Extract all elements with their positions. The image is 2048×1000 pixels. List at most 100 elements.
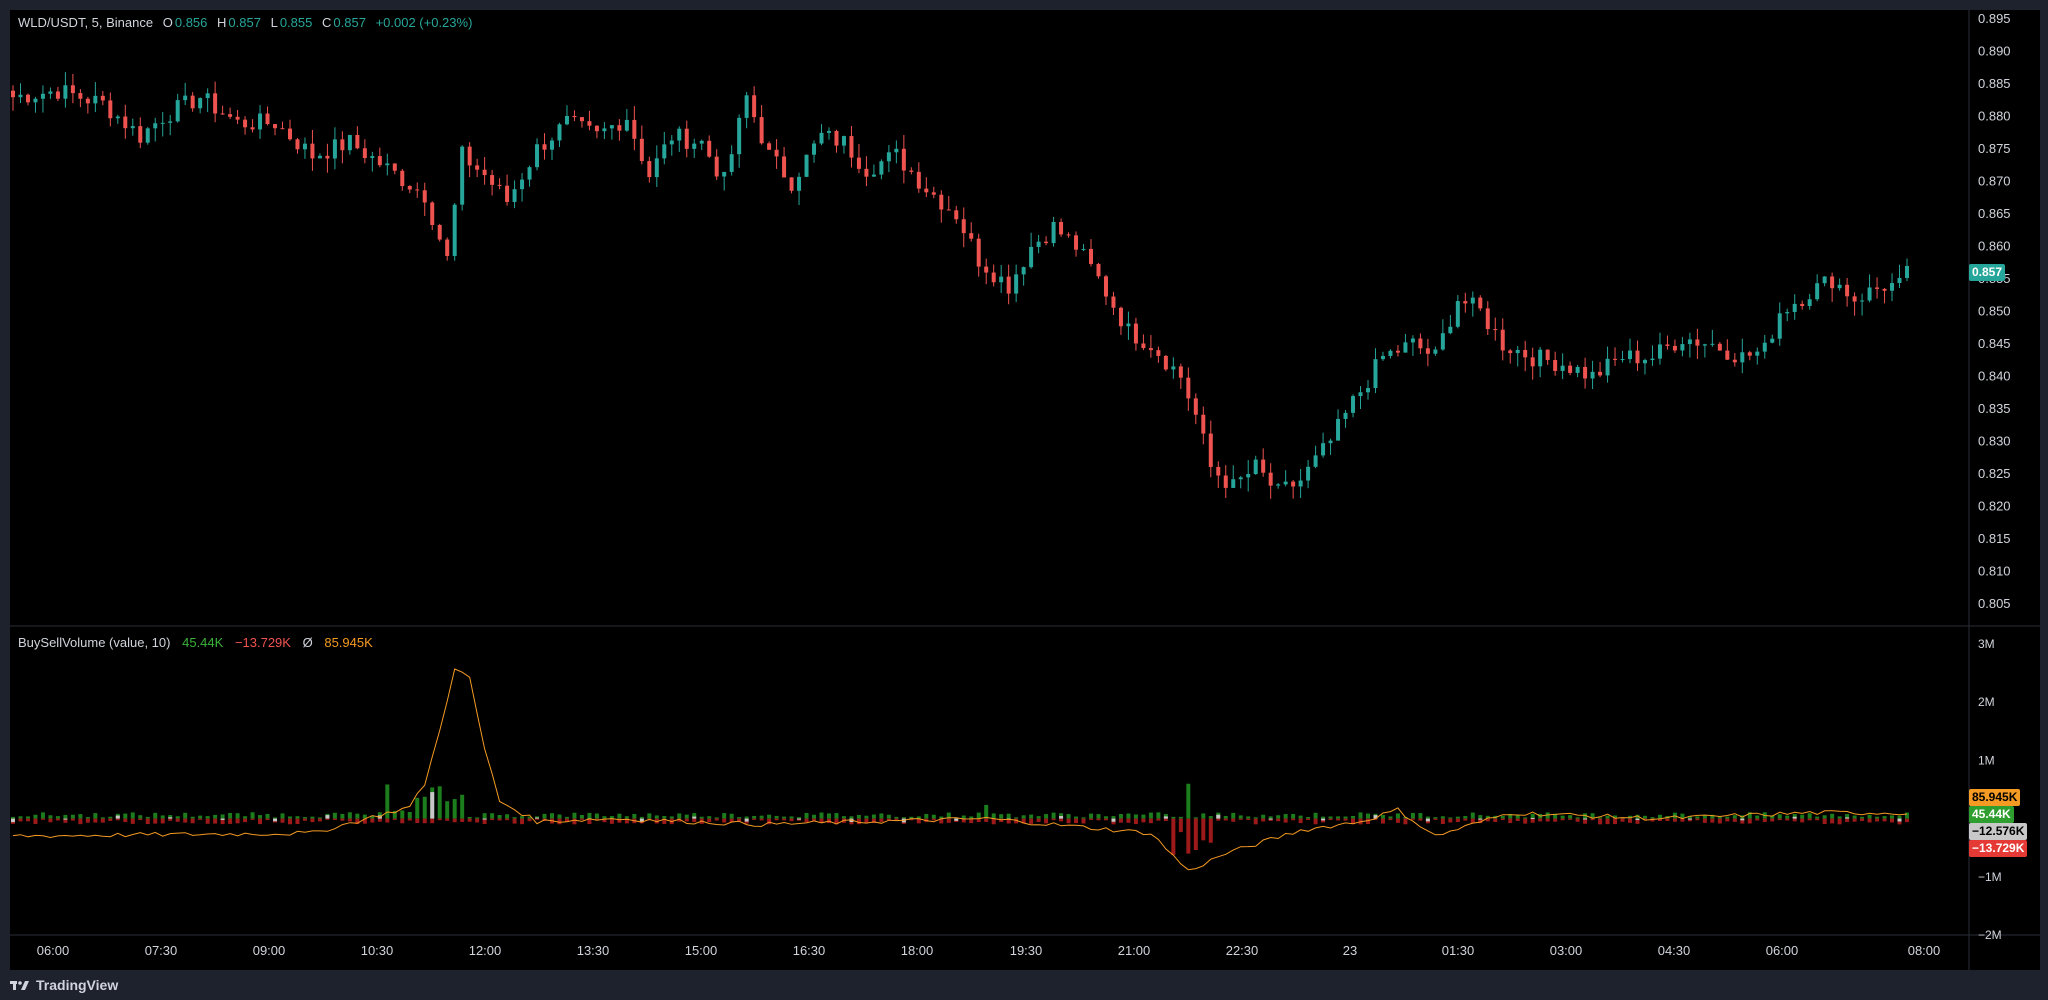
time-tick-label: 06:00 (1766, 943, 1799, 958)
candle-body (1650, 358, 1655, 361)
sell-volume-bar (183, 818, 188, 823)
tradingview-branding[interactable]: TradingView (10, 970, 118, 1000)
net-volume-bar (1321, 818, 1326, 821)
sell-volume-bar (976, 818, 981, 823)
buy-volume-bar (1321, 816, 1326, 819)
buy-volume-bar (1897, 815, 1902, 819)
buy-volume-bar (976, 812, 981, 819)
sell-volume-bar (392, 818, 397, 820)
sell-volume-bar (1306, 818, 1311, 821)
candle-body (1201, 414, 1206, 434)
sell-volume-bar (302, 818, 307, 821)
candle-body (1553, 359, 1558, 371)
candle-body (991, 272, 996, 283)
sell-volume-bar (467, 818, 472, 822)
buy-volume-bar (482, 813, 487, 819)
sell-volume-bar (1687, 818, 1692, 822)
time-tick-label: 08:00 (1908, 943, 1941, 958)
candle-body (445, 239, 450, 256)
buy-volume-bar (1605, 815, 1610, 819)
buy-volume-bar (1306, 817, 1311, 819)
sell-volume-bar (579, 818, 584, 820)
candle-body (1006, 276, 1011, 294)
buy-volume-bar (804, 812, 809, 819)
sell-volume-bar (1403, 818, 1408, 825)
buy-volume-bar (1800, 814, 1805, 819)
indicator-buy-value: 45.44K (182, 635, 224, 650)
candle-body (1800, 303, 1805, 307)
buy-volume-bar (946, 812, 951, 819)
candle-body (617, 125, 622, 131)
buy-volume-bar (1351, 815, 1356, 819)
chart-frame: 0.805 0.810 0.815 0.820 0.825 0.830 0.835 0.840… (10, 10, 2040, 970)
buy-volume-bar (1291, 813, 1296, 819)
candle-body (1089, 248, 1094, 264)
open-label: O (162, 15, 173, 30)
sell-volume-bar (1418, 818, 1423, 821)
candle-body (564, 116, 569, 125)
price-tick-label: 0.860 (1978, 239, 2011, 254)
buy-volume-bar (123, 813, 128, 819)
candle-body (707, 140, 712, 157)
candle-body (1860, 300, 1865, 302)
buy-volume-bar (707, 816, 712, 819)
open-value: 0.856 (174, 15, 208, 30)
net-volume-bar (482, 818, 487, 820)
candle-body (115, 116, 120, 119)
candle-body (1560, 365, 1565, 371)
candle-body (1642, 360, 1647, 364)
candle-body (999, 276, 1004, 283)
sell-volume-bar (677, 818, 682, 822)
sell-volume-bar (1762, 818, 1767, 823)
candle-body (1298, 480, 1303, 487)
buy-volume-bar (213, 814, 218, 819)
sell-volume-bar (175, 818, 180, 822)
candle-body (1455, 301, 1460, 327)
buy-volume-bar (617, 813, 622, 819)
last-price-badge: 0.857 (1969, 264, 2006, 281)
candle-body (1867, 287, 1872, 301)
sell-volume-bar (886, 818, 891, 821)
buy-volume-bar (1478, 815, 1483, 819)
low-value: 0.855 (279, 15, 313, 30)
candle-body (33, 98, 38, 103)
candle-body (1747, 352, 1752, 356)
sell-volume-bar (1575, 818, 1580, 822)
sell-volume-bar (370, 818, 375, 823)
close-value: 0.857 (333, 15, 366, 30)
candle-body (669, 140, 674, 145)
tradingview-label: TradingView (36, 977, 119, 993)
time-tick-label: 03:00 (1550, 943, 1583, 958)
candle-body (258, 113, 263, 130)
time-tick-label: 09:00 (253, 943, 286, 958)
time-tick-label: 19:30 (1010, 943, 1043, 958)
candle-body (1613, 358, 1618, 360)
sell-volume-bar (1410, 818, 1415, 820)
candle-body (939, 194, 944, 210)
buy-volume-bar (722, 813, 727, 819)
candle-body (430, 202, 435, 225)
sell-volume-bar (1029, 818, 1034, 824)
sell-volume-bar (1328, 818, 1333, 821)
sell-volume-bar (1089, 818, 1094, 820)
buy-volume-bar (864, 815, 869, 819)
sell-volume-bar (1298, 818, 1303, 824)
sell-volume-bar (789, 818, 794, 822)
sell-volume-bar (1448, 818, 1453, 823)
net-volume-bar (1478, 818, 1483, 820)
candle-body (1897, 277, 1902, 284)
buy-volume-bar (183, 812, 188, 819)
candle-body (744, 95, 749, 118)
candle-body (1657, 344, 1662, 359)
candle-body (535, 144, 540, 168)
candle-body (123, 116, 128, 129)
sell-volume-bar (1545, 818, 1550, 822)
sell-volume-bar (1732, 818, 1737, 822)
net-volume-bar (1373, 815, 1378, 819)
chart-canvas[interactable]: 0.805 0.810 0.815 0.820 0.825 0.830 0.835 0.840… (10, 10, 2040, 970)
sell-volume-bar (1620, 818, 1625, 822)
sell-volume-bar (1096, 818, 1101, 821)
sell-volume-bar (1388, 818, 1393, 821)
buy-volume-bar (1568, 815, 1573, 819)
candle-body (1882, 288, 1887, 291)
